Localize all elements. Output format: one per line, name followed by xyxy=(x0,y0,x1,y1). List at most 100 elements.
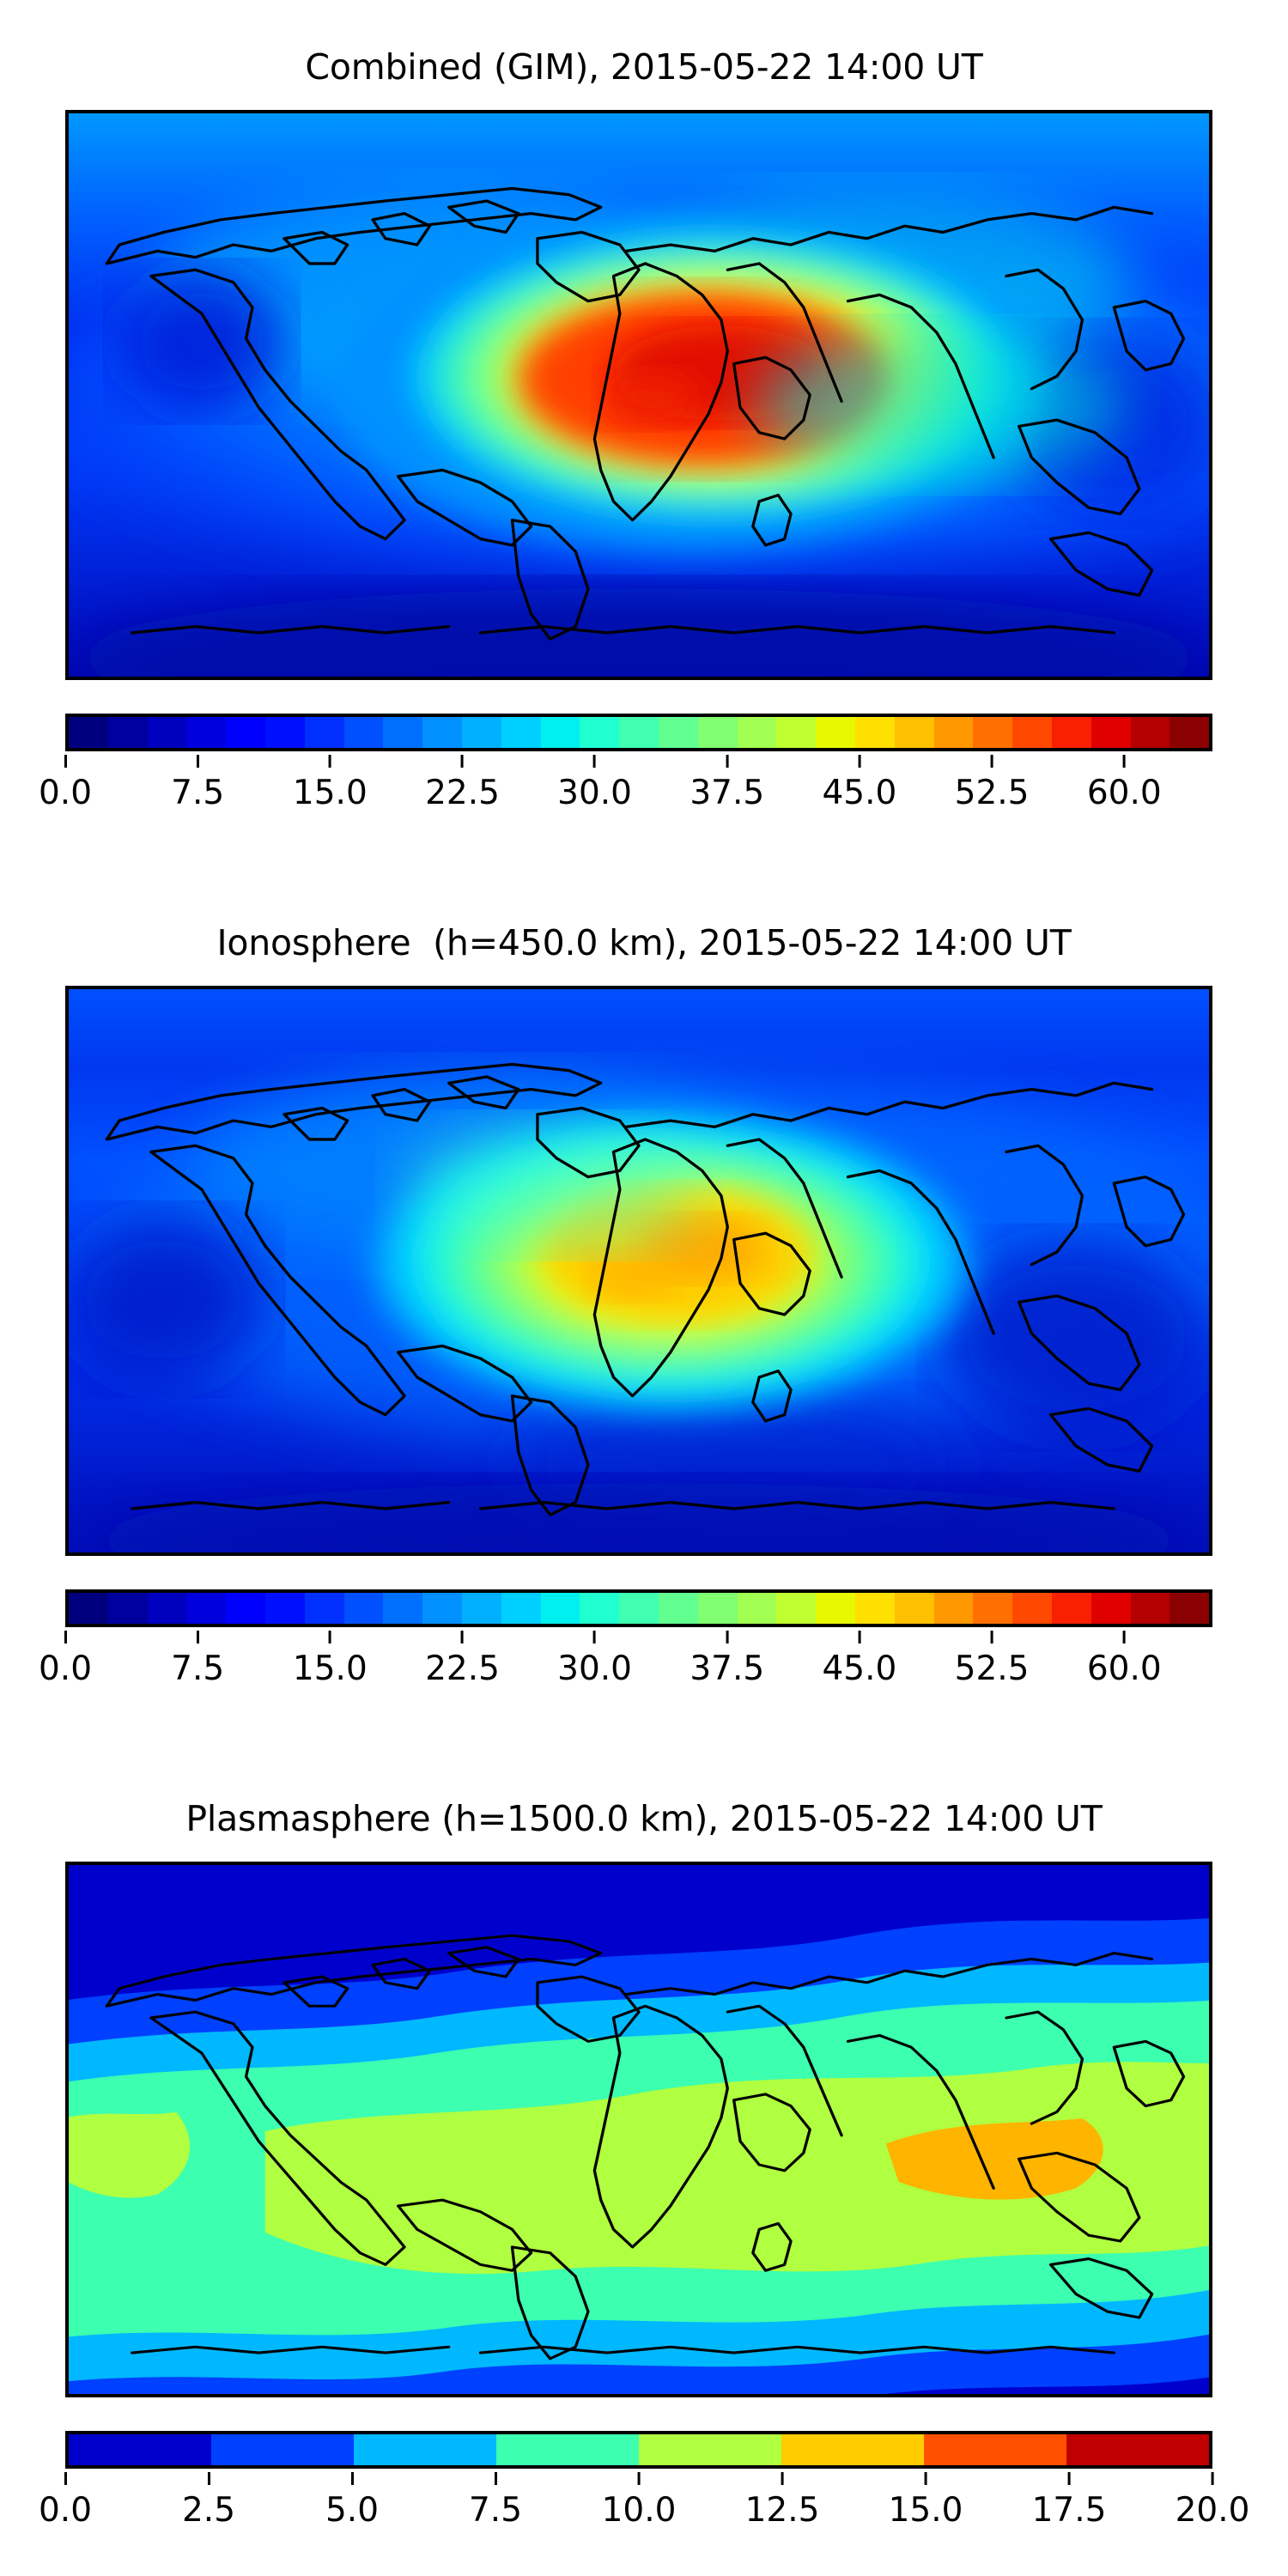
tick-label: 15.0 xyxy=(292,774,368,812)
coastline-overlay-plasmasphere xyxy=(69,1865,1209,2394)
tick-mark xyxy=(637,2472,641,2485)
tick-label: 17.5 xyxy=(1031,2491,1107,2530)
tick-mark xyxy=(328,1631,331,1643)
colorbar-tick: 30.0 xyxy=(557,1631,632,1688)
tick-label: 45.0 xyxy=(822,1649,897,1688)
panel-title-ionosphere: Ionosphere (h=450.0 km), 2015-05-22 14:0… xyxy=(216,922,1072,963)
tick-mark xyxy=(461,1631,465,1643)
tick-mark xyxy=(990,755,993,768)
tick-label: 22.5 xyxy=(425,774,500,812)
tick-mark xyxy=(196,1631,199,1643)
panel-combined-gim: Combined (GIM), 2015-05-22 14:00 UT xyxy=(0,0,1288,859)
tick-mark xyxy=(858,1631,861,1643)
tick-mark xyxy=(64,1631,67,1643)
tick-mark xyxy=(64,2472,67,2485)
map-axes-ionosphere xyxy=(65,986,1212,1556)
map-axes-plasmasphere xyxy=(65,1862,1212,2397)
tick-mark xyxy=(781,2472,784,2485)
tick-mark xyxy=(494,2472,497,2485)
tick-mark xyxy=(1122,755,1126,768)
tick-mark xyxy=(990,1631,993,1643)
colorbar-tick: 15.0 xyxy=(293,755,368,812)
colorbar-strip-plasmasphere xyxy=(69,2434,1209,2465)
tick-label: 7.5 xyxy=(468,2491,523,2530)
tick-mark xyxy=(328,755,331,768)
colorbar-tick: 15.0 xyxy=(293,1631,368,1688)
colorbar-tick: 0.0 xyxy=(39,755,92,812)
colorbar-tick: 37.5 xyxy=(690,755,764,812)
tick-label: 2.5 xyxy=(181,2491,236,2530)
map-inner-combined xyxy=(69,113,1209,677)
panel-ionosphere: Ionosphere (h=450.0 km), 2015-05-22 14:0… xyxy=(0,876,1288,1735)
colorbar-tick: 7.5 xyxy=(171,1631,224,1688)
tick-label: 7.5 xyxy=(171,774,225,812)
colorbar-plasmasphere xyxy=(65,2431,1212,2469)
tick-label: 0.0 xyxy=(38,1649,93,1688)
map-inner-plasmasphere xyxy=(69,1865,1209,2394)
coastline-overlay-ionosphere xyxy=(69,989,1209,1552)
colorbar-tick: 10.0 xyxy=(601,2472,677,2530)
tick-label: 30.0 xyxy=(557,1649,632,1688)
tick-label: 37.5 xyxy=(690,774,765,812)
tick-mark xyxy=(1211,2472,1214,2485)
tick-label: 5.0 xyxy=(325,2491,380,2530)
colorbar-tick: 37.5 xyxy=(690,1631,764,1688)
colorbar-tick: 7.5 xyxy=(171,755,224,812)
tick-mark xyxy=(858,755,861,768)
coastline-overlay-combined xyxy=(69,113,1209,677)
tick-label: 0.0 xyxy=(38,774,93,812)
tick-mark xyxy=(924,2472,927,2485)
map-axes-combined xyxy=(65,110,1212,680)
colorbar-tick: 30.0 xyxy=(557,755,632,812)
tick-mark xyxy=(593,1631,597,1643)
tick-label: 15.0 xyxy=(888,2491,963,2530)
tick-mark xyxy=(64,755,67,768)
tick-label: 12.5 xyxy=(744,2491,820,2530)
colorbar-tick: 15.0 xyxy=(889,2472,963,2530)
tick-label: 37.5 xyxy=(690,1649,765,1688)
colorbar-tick: 45.0 xyxy=(822,755,896,812)
colorbar-tick: 60.0 xyxy=(1087,1631,1162,1688)
panel-plasmasphere: Plasmasphere (h=1500.0 km), 2015-05-22 1… xyxy=(0,1752,1288,2576)
colorbar-tick: 17.5 xyxy=(1031,2472,1107,2530)
colorbar-tick: 0.0 xyxy=(39,2472,92,2530)
panel-title-combined: Combined (GIM), 2015-05-22 14:00 UT xyxy=(305,46,983,88)
tick-label: 30.0 xyxy=(557,774,632,812)
colorbar-tick: 2.5 xyxy=(182,2472,235,2530)
panel-title-plasmasphere: Plasmasphere (h=1500.0 km), 2015-05-22 1… xyxy=(185,1798,1103,1839)
colorbar-tick: 12.5 xyxy=(744,2472,820,2530)
tick-label: 20.0 xyxy=(1175,2491,1250,2530)
tick-mark xyxy=(350,2472,354,2485)
colorbar-tick: 0.0 xyxy=(39,1631,92,1688)
tick-label: 52.5 xyxy=(954,1649,1030,1688)
colorbar-ionosphere xyxy=(65,1589,1212,1627)
tick-label: 60.0 xyxy=(1086,1649,1162,1688)
colorbar-tick: 20.0 xyxy=(1175,2472,1250,2530)
colorbar-tick: 22.5 xyxy=(425,1631,500,1688)
tick-label: 15.0 xyxy=(292,1649,368,1688)
tick-label: 60.0 xyxy=(1086,774,1162,812)
colorbar-strip-combined xyxy=(69,717,1209,748)
tick-mark xyxy=(726,1631,729,1643)
tick-mark xyxy=(207,2472,210,2485)
tick-label: 52.5 xyxy=(954,774,1030,812)
colorbar-tick: 5.0 xyxy=(325,2472,379,2530)
tick-label: 22.5 xyxy=(425,1649,500,1688)
tick-label: 7.5 xyxy=(171,1649,225,1688)
tick-mark xyxy=(461,755,465,768)
colorbar-tick: 7.5 xyxy=(469,2472,522,2530)
tec-field-ionosphere xyxy=(69,989,1209,1552)
colorbar-tick: 52.5 xyxy=(955,755,1030,812)
colorbar-tick: 45.0 xyxy=(822,1631,896,1688)
tick-label: 0.0 xyxy=(38,2491,93,2530)
colorbar-ticks-plasmasphere: 0.0 2.5 5.0 7.5 10.0 12.5 15.0 17.5 20.0 xyxy=(39,2472,1249,2541)
map-inner-ionosphere xyxy=(69,989,1209,1552)
tick-label: 10.0 xyxy=(601,2491,677,2530)
colorbar-tick: 60.0 xyxy=(1087,755,1162,812)
colorbar-tick: 22.5 xyxy=(425,755,500,812)
colorbar-ticks-ionosphere: 0.0 7.5 15.0 22.5 30.0 37.5 45.0 52.5 60… xyxy=(39,1631,1212,1699)
colorbar-strip-ionosphere xyxy=(69,1593,1209,1624)
tick-mark xyxy=(196,755,199,768)
tick-mark xyxy=(726,755,729,768)
